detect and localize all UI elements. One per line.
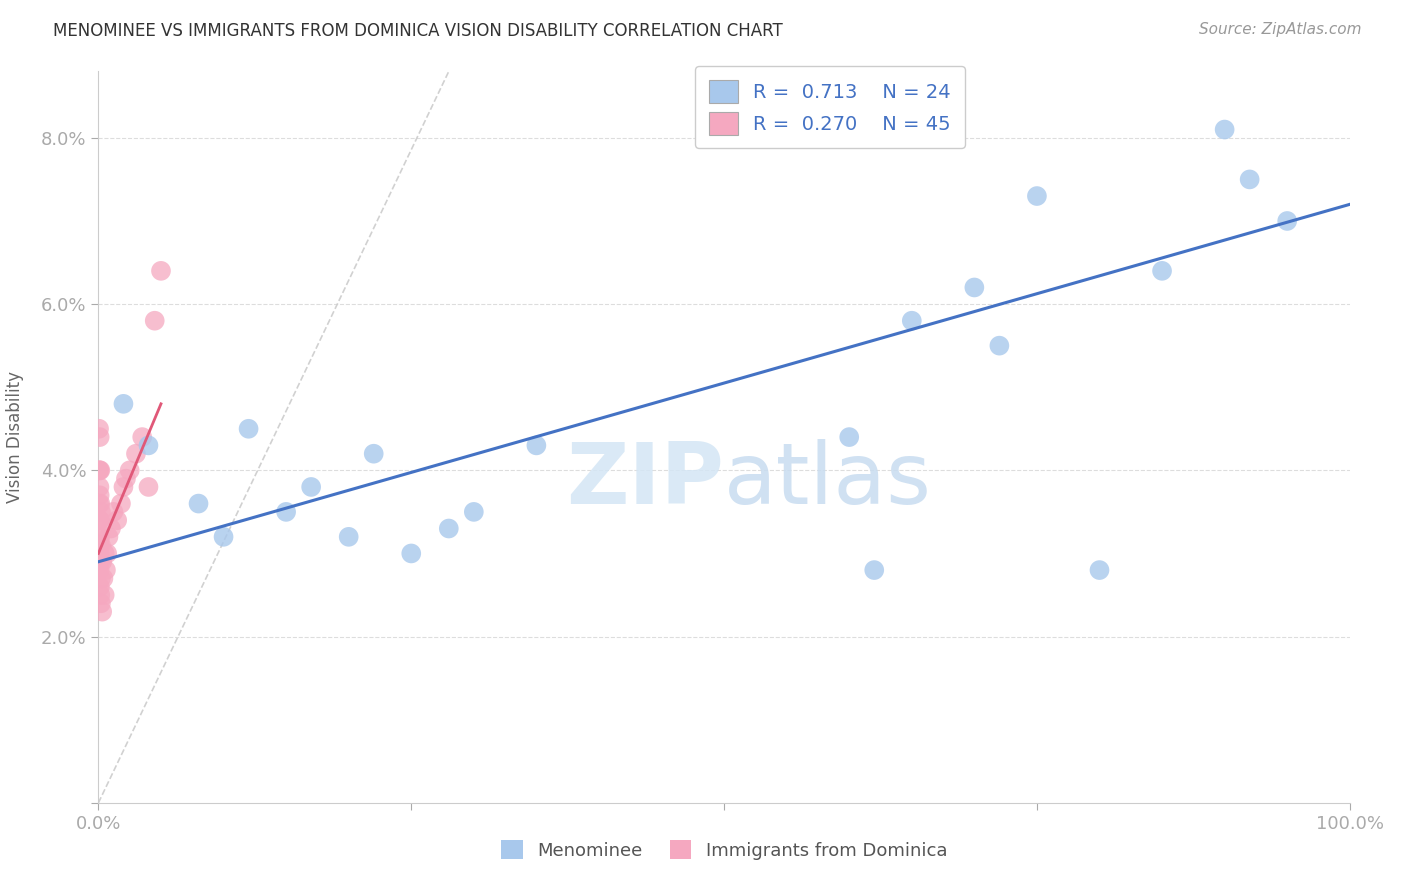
Point xyxy=(93,571,115,585)
Point xyxy=(212,530,235,544)
Point xyxy=(105,513,128,527)
Text: MENOMINEE VS IMMIGRANTS FROM DOMINICA VISION DISABILITY CORRELATION CHART: MENOMINEE VS IMMIGRANTS FROM DOMINICA VI… xyxy=(53,22,783,40)
Point xyxy=(90,571,112,585)
Point xyxy=(89,538,111,552)
Point xyxy=(93,588,115,602)
Point xyxy=(87,463,110,477)
Point xyxy=(363,447,385,461)
Point xyxy=(89,530,111,544)
Point xyxy=(1213,122,1236,136)
Point xyxy=(112,480,135,494)
Point xyxy=(112,397,135,411)
Point xyxy=(89,513,111,527)
Point xyxy=(125,447,148,461)
Point xyxy=(1150,264,1173,278)
Point xyxy=(89,463,111,477)
Point xyxy=(131,430,153,444)
Point xyxy=(110,497,132,511)
Point xyxy=(150,264,173,278)
Point xyxy=(87,530,110,544)
Text: atlas: atlas xyxy=(724,440,932,523)
Point xyxy=(90,538,112,552)
Point xyxy=(118,463,141,477)
Point xyxy=(337,530,360,544)
Point xyxy=(100,521,122,535)
Point xyxy=(96,546,118,560)
Point xyxy=(89,480,111,494)
Text: Source: ZipAtlas.com: Source: ZipAtlas.com xyxy=(1198,22,1361,37)
Point xyxy=(89,463,111,477)
Point xyxy=(89,546,111,560)
Point xyxy=(437,521,460,535)
Point xyxy=(138,480,160,494)
Legend: Menominee, Immigrants from Dominica: Menominee, Immigrants from Dominica xyxy=(494,833,955,867)
Point xyxy=(1277,214,1299,228)
Point xyxy=(838,430,860,444)
Point xyxy=(89,430,111,444)
Point xyxy=(90,505,112,519)
Point xyxy=(115,472,138,486)
Point xyxy=(1088,563,1111,577)
Point xyxy=(89,555,111,569)
Text: ZIP: ZIP xyxy=(567,440,724,523)
Point xyxy=(94,563,117,577)
Point xyxy=(103,505,125,519)
Point xyxy=(401,546,423,560)
Point xyxy=(93,546,115,560)
Point xyxy=(89,546,111,560)
Point xyxy=(900,314,922,328)
Point xyxy=(463,505,485,519)
Point xyxy=(524,438,547,452)
Point xyxy=(988,338,1011,352)
Point xyxy=(91,605,114,619)
Point xyxy=(138,438,160,452)
Point xyxy=(91,555,114,569)
Point xyxy=(89,588,111,602)
Point xyxy=(274,505,298,519)
Point xyxy=(1026,189,1049,203)
Point xyxy=(97,530,120,544)
Point xyxy=(1239,172,1261,186)
Point xyxy=(89,580,111,594)
Point xyxy=(143,314,166,328)
Point xyxy=(963,280,986,294)
Point xyxy=(299,480,322,494)
Point xyxy=(87,422,110,436)
Point xyxy=(89,497,111,511)
Point xyxy=(89,513,111,527)
Point xyxy=(238,422,260,436)
Point xyxy=(89,513,111,527)
Point xyxy=(87,497,110,511)
Point xyxy=(89,488,111,502)
Point xyxy=(90,596,112,610)
Point xyxy=(89,563,111,577)
Y-axis label: Vision Disability: Vision Disability xyxy=(6,371,24,503)
Point xyxy=(187,497,209,511)
Point xyxy=(863,563,886,577)
